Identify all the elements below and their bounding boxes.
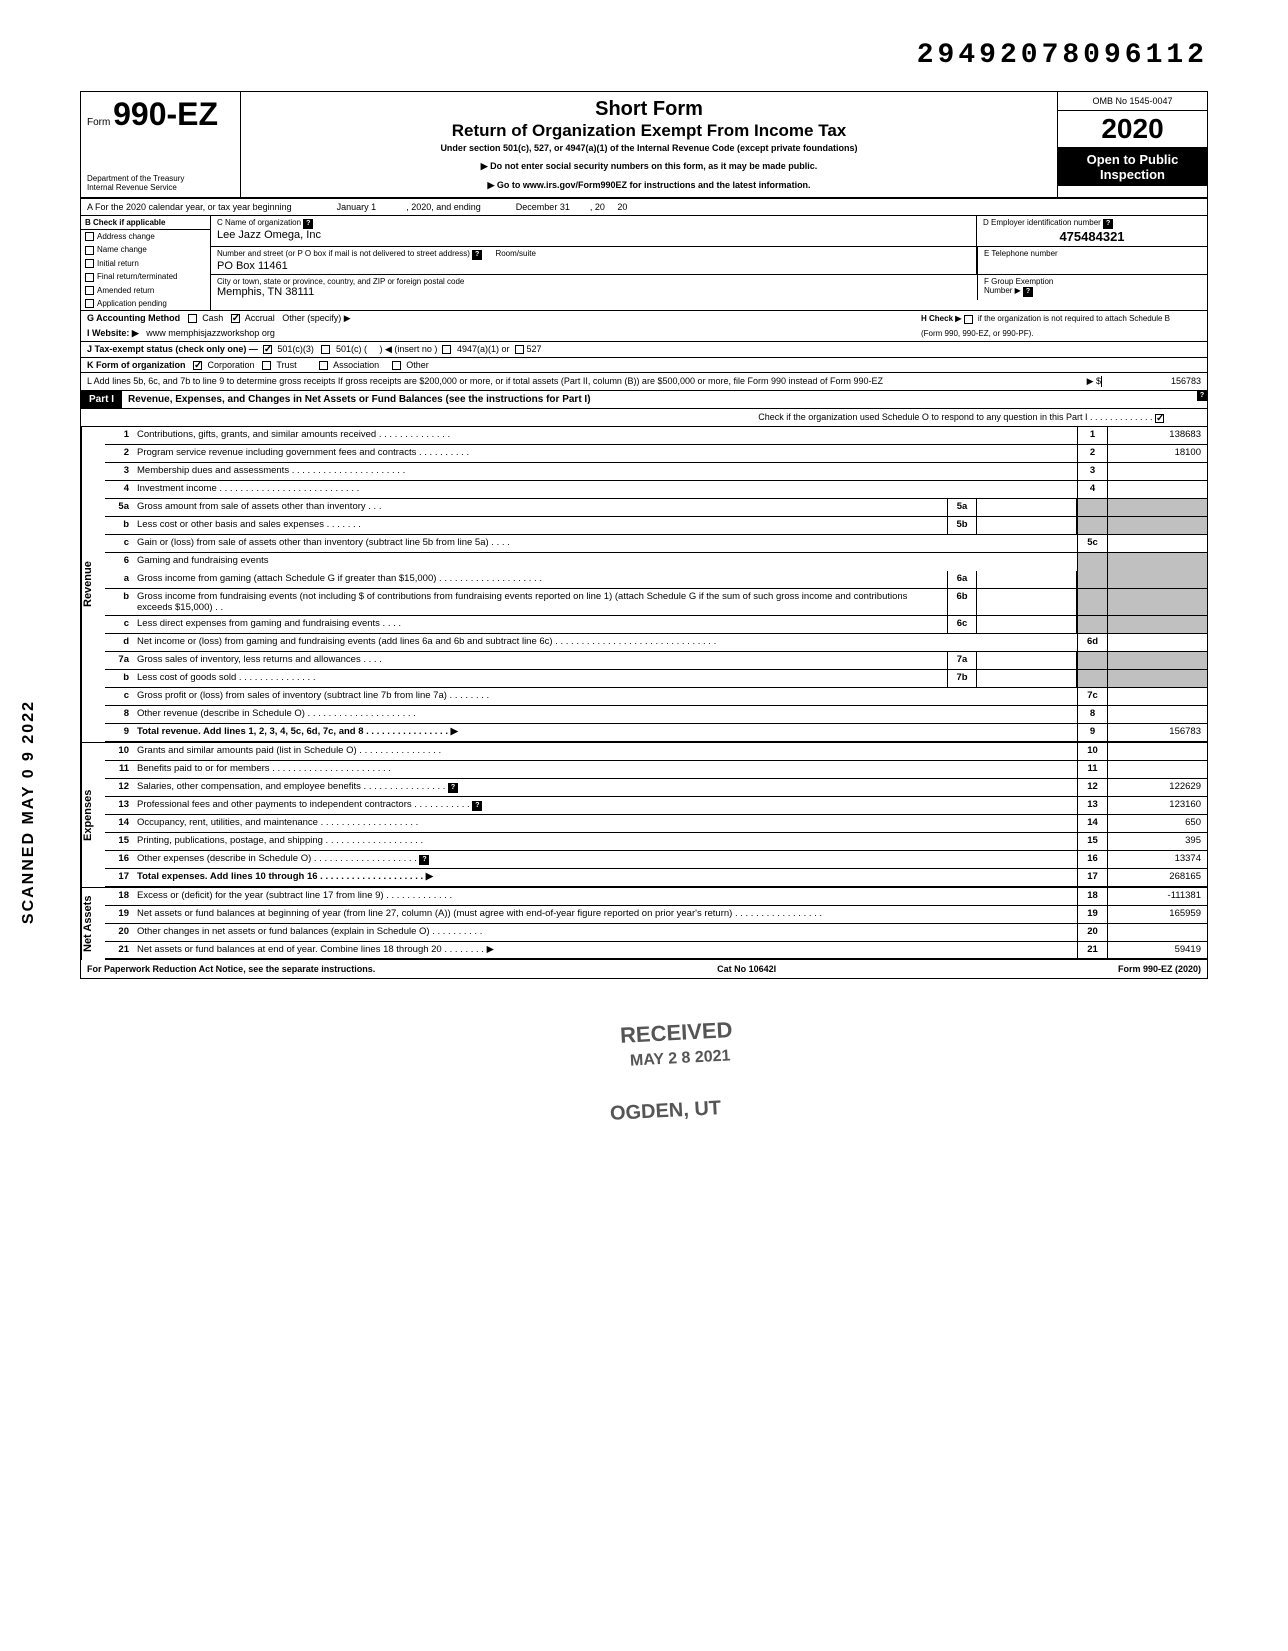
chk-address-change[interactable]: Address change (81, 230, 210, 243)
netassets-label: Net Assets (81, 888, 105, 960)
line3-amt (1107, 463, 1207, 480)
chk-accrual[interactable] (231, 314, 240, 323)
help-icon[interactable]: ? (472, 801, 482, 811)
line-l: L Add lines 5b, 6c, and 7b to line 9 to … (81, 373, 1207, 391)
help-icon[interactable]: ? (472, 250, 482, 260)
line10-amt (1107, 743, 1207, 760)
chk-4947[interactable] (442, 345, 451, 354)
chk-527[interactable] (515, 345, 524, 354)
help-icon[interactable]: ? (419, 855, 429, 865)
chk-cash[interactable] (188, 314, 197, 323)
g-label: G Accounting Method (87, 313, 180, 323)
tax-year: 2020 (1058, 111, 1207, 148)
line9-amt: 156783 (1107, 724, 1207, 741)
line2-amt: 18100 (1107, 445, 1207, 462)
city-label: City or town, state or province, country… (217, 277, 464, 286)
chk-other-org[interactable] (392, 361, 401, 370)
i-label: I Website: ▶ (87, 328, 139, 338)
open-public: Open to Public (1062, 152, 1203, 167)
line11-amt (1107, 761, 1207, 778)
received-stamp: RECEIVED (619, 1017, 733, 1049)
line16-amt: 13374 (1107, 851, 1207, 868)
inspection: Inspection (1062, 167, 1203, 182)
gross-receipts: 156783 (1101, 376, 1201, 387)
help-icon[interactable]: ? (1197, 391, 1207, 401)
col-b-title: B Check if applicable (81, 216, 210, 230)
line15-amt: 395 (1107, 833, 1207, 850)
omb-number: OMB No 1545-0047 (1058, 92, 1207, 111)
line12-amt: 122629 (1107, 779, 1207, 796)
h-label: H Check ▶ (921, 314, 961, 323)
line1-amt: 138683 (1107, 427, 1207, 444)
chk-501c[interactable] (321, 345, 330, 354)
help-icon[interactable]: ? (1103, 219, 1113, 229)
goto-url: ▶ Go to www.irs.gov/Form990EZ for instru… (247, 180, 1051, 191)
dept-label: Department of the Treasury Internal Reve… (87, 175, 234, 193)
city-value: Memphis, TN 38111 (217, 286, 971, 298)
chk-trust[interactable] (262, 361, 271, 370)
line6d-amt (1107, 634, 1207, 651)
org-name: Lee Jazz Omega, Inc (217, 229, 970, 241)
line19-amt: 165959 (1107, 906, 1207, 923)
subtitle: Under section 501(c), 527, or 4947(a)(1)… (247, 143, 1051, 153)
website-value: www memphisjazzworkshop org (146, 328, 275, 338)
line21-amt: 59419 (1107, 942, 1207, 958)
part1-header: Part I Revenue, Expenses, and Changes in… (81, 391, 1207, 409)
help-icon[interactable]: ? (1023, 287, 1033, 297)
line17-amt: 268165 (1107, 869, 1207, 886)
f-label: F Group Exemption (984, 277, 1201, 286)
return-title: Return of Organization Exempt From Incom… (247, 121, 1051, 141)
line18-amt: -111381 (1107, 888, 1207, 905)
line5c-amt (1107, 535, 1207, 552)
chk-final-return[interactable]: Final return/terminated (81, 270, 210, 283)
chk-amended[interactable]: Amended return (81, 284, 210, 297)
line7c-amt (1107, 688, 1207, 705)
help-icon[interactable]: ? (448, 783, 458, 793)
k-label: K Form of organization (87, 360, 186, 370)
line8-amt (1107, 706, 1207, 723)
page-footer: For Paperwork Reduction Act Notice, see … (81, 960, 1207, 978)
street-label: Number and street (or P O box if mail is… (217, 249, 470, 258)
chk-initial-return[interactable]: Initial return (81, 257, 210, 270)
f-label2: Number ▶ (984, 286, 1021, 295)
form-990ez: Form 990-EZ Department of the Treasury I… (80, 91, 1208, 979)
received-date: MAY 2 8 2021 (630, 1047, 731, 1070)
entity-block: B Check if applicable Address change Nam… (81, 216, 1207, 311)
form-number: Form 990-EZ (87, 96, 234, 133)
line-a: A For the 2020 calendar year, or tax yea… (81, 199, 1207, 216)
ssn-warning: ▶ Do not enter social security numbers o… (247, 161, 1051, 172)
chk-name-change[interactable]: Name change (81, 243, 210, 256)
street-value: PO Box 11461 (217, 260, 970, 272)
ein-value: 475484321 (983, 229, 1201, 244)
line13-amt: 123160 (1107, 797, 1207, 814)
scanned-stamp: SCANNED MAY 0 9 2022 (20, 700, 38, 924)
line20-amt (1107, 924, 1207, 941)
revenue-label: Revenue (81, 427, 105, 742)
chk-corp[interactable] (193, 361, 202, 370)
room-label: Room/suite (495, 249, 535, 258)
chk-501c3[interactable] (263, 345, 272, 354)
sched-o-check: Check if the organization used Schedule … (81, 409, 1207, 426)
e-label: E Telephone number (984, 249, 1058, 258)
ogden-stamp: OGDEN, UT (609, 1097, 721, 1126)
chk-sched-o[interactable] (1155, 414, 1164, 423)
dln-number: 29492078096112 (80, 40, 1208, 71)
line4-amt (1107, 481, 1207, 498)
chk-assoc[interactable] (319, 361, 328, 370)
form-header: Form 990-EZ Department of the Treasury I… (81, 92, 1207, 199)
c-label: C Name of organization (217, 218, 301, 227)
j-label: J Tax-exempt status (check only one) — (87, 344, 258, 354)
help-icon[interactable]: ? (303, 219, 313, 229)
h-label3: (Form 990, 990-EZ, or 990-PF). (921, 329, 1201, 338)
expenses-label: Expenses (81, 743, 105, 887)
short-form-title: Short Form (247, 98, 1051, 121)
chk-app-pending[interactable]: Application pending (81, 297, 210, 310)
d-label: D Employer identification number (983, 218, 1101, 227)
line14-amt: 650 (1107, 815, 1207, 832)
chk-sched-b[interactable] (964, 315, 973, 324)
